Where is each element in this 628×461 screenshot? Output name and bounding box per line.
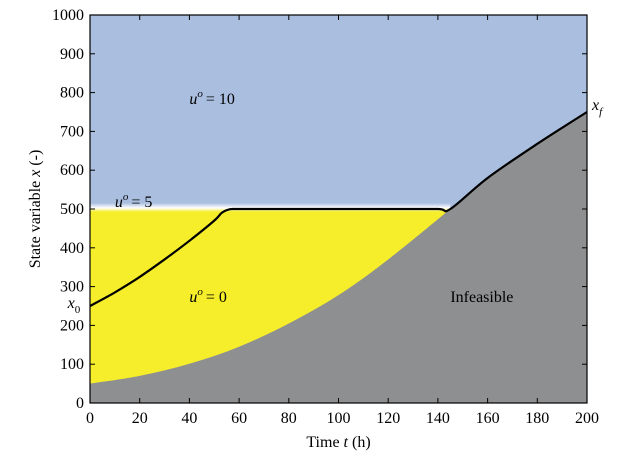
x-tick-label: 180 <box>525 410 549 427</box>
region-u-5 <box>90 203 451 212</box>
y-tick-label: 400 <box>60 240 84 257</box>
annotation-x0-var: x <box>67 295 75 312</box>
annotation-u-0-sup: o <box>197 286 203 298</box>
x-tick-label: 100 <box>327 410 351 427</box>
x-tick-label: 120 <box>376 410 400 427</box>
annotation-u-5-value: = 5 <box>131 194 152 211</box>
y-tick-label: 100 <box>60 356 84 373</box>
annotation-u-5: uo = 5 <box>115 191 153 211</box>
y-axis-ticks: 0 100 200 300 400 500 600 700 800 900 1000 <box>52 7 587 412</box>
x-axis-ticks: 0 20 40 60 80 100 120 140 160 180 200 <box>86 15 599 427</box>
x-tick-label: 0 <box>86 410 94 427</box>
annotation-u-5-var: u <box>115 194 123 211</box>
x-tick-label: 20 <box>132 410 148 427</box>
y-tick-label: 500 <box>60 201 84 218</box>
x-tick-label: 80 <box>281 410 297 427</box>
annotation-u-0-var: u <box>189 289 197 306</box>
annotation-xf-var: x <box>591 97 599 114</box>
annotation-x0: x0 <box>67 295 81 316</box>
annotation-u-0-value: = 0 <box>206 289 227 306</box>
annotation-x0-sub: 0 <box>75 304 81 316</box>
y-tick-label: 900 <box>60 46 84 63</box>
y-tick-label: 200 <box>60 317 84 334</box>
x-tick-label: 200 <box>575 410 599 427</box>
x-tick-label: 160 <box>476 410 500 427</box>
x-tick-label: 60 <box>231 410 247 427</box>
annotation-u-5-sup: o <box>123 191 129 203</box>
chart-regions <box>90 15 587 403</box>
y-tick-label: 300 <box>60 279 84 296</box>
x-tick-label: 40 <box>181 410 197 427</box>
y-tick-label: 1000 <box>52 7 84 24</box>
annotation-xf-sub: f <box>599 106 604 118</box>
x-axis-title: Time t (h) <box>306 434 370 451</box>
optimal-trajectory-line <box>89 111 588 307</box>
y-tick-label: 600 <box>60 162 84 179</box>
annotation-infeasible: Infeasible <box>450 289 513 306</box>
annotation-u-10-value: = 10 <box>206 91 235 108</box>
region-infeasible <box>90 112 587 403</box>
y-tick-label: 800 <box>60 85 84 102</box>
y-tick-label: 0 <box>76 395 84 412</box>
annotation-u-10-var: u <box>189 91 197 108</box>
annotation-u-0: uo = 0 <box>189 286 227 306</box>
y-tick-label: 700 <box>60 123 84 140</box>
x-tick-label: 140 <box>426 410 450 427</box>
y-axis-title: State variable x (-) <box>27 150 44 269</box>
annotation-xf: xf <box>591 97 604 118</box>
annotation-u-10: uo = 10 <box>189 88 235 108</box>
annotation-u-10-sup: o <box>197 88 203 100</box>
